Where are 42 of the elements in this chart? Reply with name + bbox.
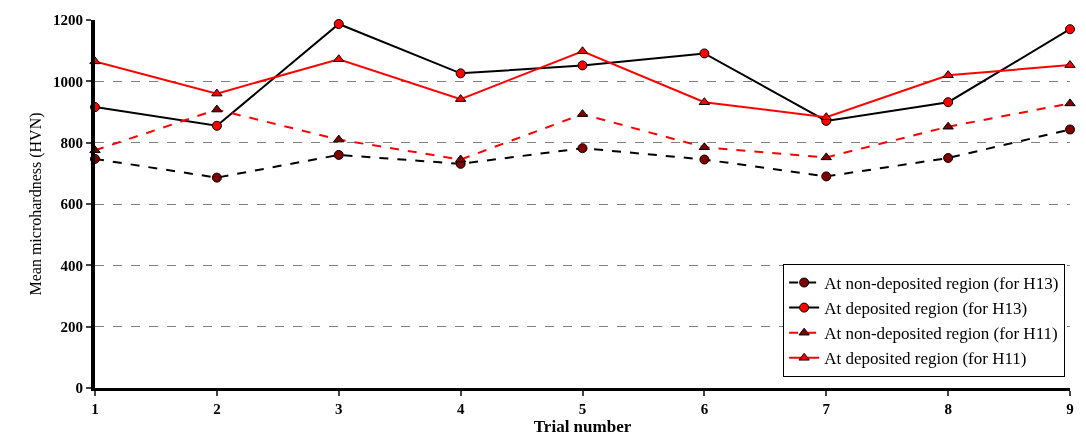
point	[333, 149, 344, 160]
y-tick-label: 400	[60, 257, 83, 274]
point	[1065, 24, 1075, 35]
legend-label: At non-deposited region (for H11)	[824, 324, 1058, 344]
x-tick-label: 2	[213, 401, 221, 417]
y-tick-label: 800	[60, 134, 83, 151]
point	[211, 88, 223, 97]
x-axis-title: Trial number	[533, 417, 632, 436]
legend-label: At non-deposited region (for H13)	[824, 274, 1059, 294]
point	[821, 171, 832, 182]
point	[943, 153, 954, 163]
point	[1065, 124, 1075, 135]
point	[211, 104, 223, 113]
x-tick-label: 3	[335, 401, 343, 417]
x-tick-label: 7	[822, 401, 831, 417]
point	[699, 48, 710, 59]
y-tick-label: 200	[60, 318, 83, 335]
point	[820, 152, 832, 161]
x-tick-label: 9	[1066, 401, 1074, 417]
point	[942, 121, 954, 130]
y-tick-label: 0	[75, 380, 83, 397]
x-tick-label: 8	[944, 401, 952, 417]
y-tick-label: 1200	[53, 12, 83, 29]
point	[333, 18, 344, 29]
point	[1064, 98, 1076, 107]
point	[211, 172, 222, 183]
y-tick-label: 600	[60, 196, 83, 213]
x-tick-label: 5	[578, 401, 587, 417]
point	[577, 60, 588, 71]
x-tick-label: 4	[456, 401, 465, 417]
point	[577, 143, 588, 154]
x-tick-label: 1	[91, 401, 99, 417]
point	[211, 120, 222, 131]
point	[333, 134, 345, 143]
legend-label: At deposited region (for H11)	[824, 349, 1027, 369]
y-tick-label: 1000	[53, 73, 83, 90]
point	[943, 97, 954, 108]
point	[699, 154, 710, 165]
point	[455, 68, 466, 79]
legend-label: At deposited region (for H13)	[824, 299, 1028, 319]
y-axis-title: Mean microhardness (HVN)	[27, 112, 46, 296]
x-tick-label: 6	[700, 401, 709, 417]
